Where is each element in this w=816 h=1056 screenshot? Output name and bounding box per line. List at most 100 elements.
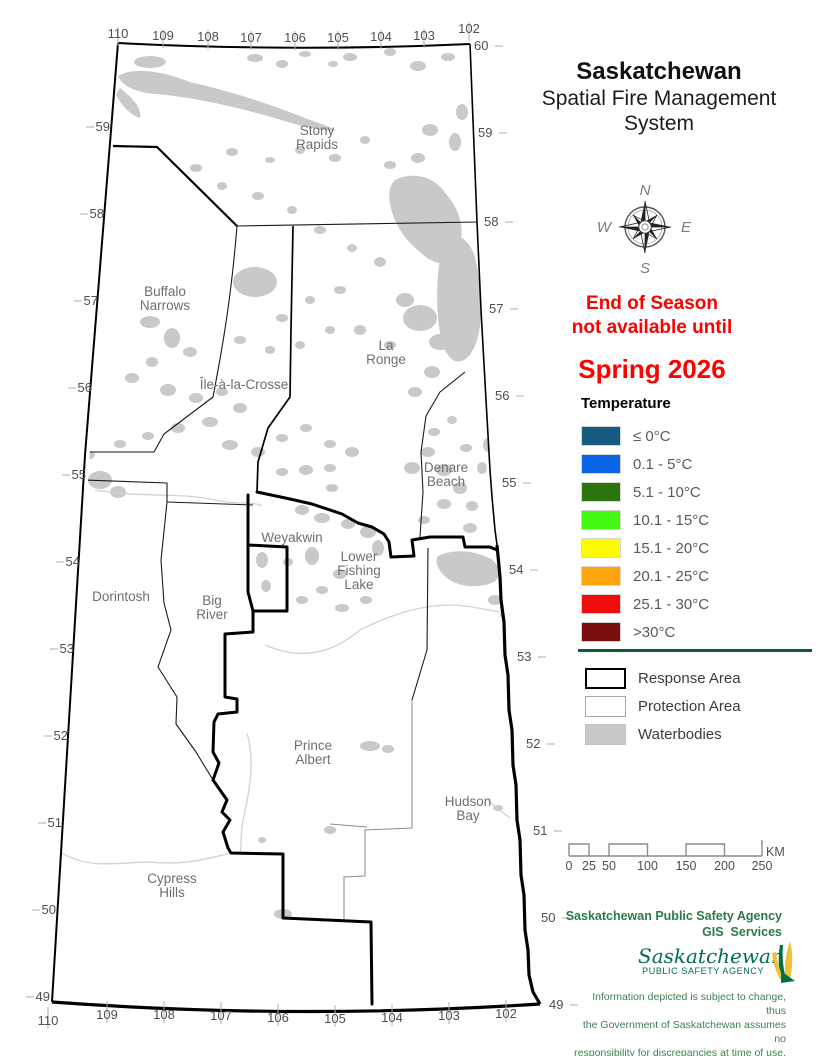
response-swatch [585,667,626,689]
graticule-label: 107 [210,1008,232,1023]
graticule-label: 108 [197,29,219,44]
lake-shape [134,56,166,68]
agency-credit: Saskatchewan Public Safety Agency GIS Se… [560,908,782,940]
lake-shape [354,325,366,335]
lake-shape [189,393,203,403]
lake-shape [140,316,160,328]
temperature-legend-title: Temperature [581,395,671,412]
lake-shape [314,226,326,234]
disclaimer-line1: Information depicted is subject to chang… [592,991,786,1017]
graticule-label: 54 [66,554,80,569]
graticule-label: 109 [152,28,174,43]
lake-shape [329,154,341,162]
temperature-legend-item: 5.1 - 10°C [581,478,811,506]
district-boundaries [112,144,294,493]
lake-shape [276,468,288,476]
compass-east-label: E [681,219,692,236]
graticule-label: 105 [324,1011,346,1026]
scale-tick-label: 250 [752,859,773,873]
graticule-label: 103 [438,1008,460,1023]
graticule-label: 53 [60,641,74,656]
lake-shape [436,551,500,587]
place-label: Île-à-la-Crosse [199,377,289,392]
scale-unit-label: KM [766,845,785,859]
lake-shape [251,447,265,457]
season-notice: End of Season not available until Spring… [540,292,764,384]
lake-shape [360,136,370,144]
lake-shape [488,595,502,605]
lake-shape [295,505,309,515]
graticule-label: 106 [284,30,306,45]
lake-shape [360,526,376,538]
scale-tick-label: 50 [602,859,616,873]
area-legend-item: Waterbodies [585,720,811,748]
compass-south-label: S [640,260,650,273]
graticule-label: 105 [327,30,349,45]
lake-shape [171,423,185,433]
lake-shape [410,61,426,71]
graticule-label: 104 [381,1010,403,1025]
graticule-label: 51 [48,815,62,830]
season-notice-date: Spring 2026 [578,354,726,384]
lake-shape [404,462,420,474]
lake-shape [418,516,430,524]
area-legend-item: Protection Area [585,692,811,720]
temperature-range-label: 25.1 - 30°C [633,595,710,613]
place-label: Hills [159,885,185,900]
scale-tick-label: 0 [566,859,573,873]
temperature-legend: Temperature ≤ 0°C 0.1 - 5°C 5.1 - 10°C 10.1… [581,395,811,646]
lake-shape [305,547,319,565]
place-label: Big [202,593,222,608]
lake-shape [466,501,478,511]
lake-shape [325,326,335,334]
temperature-range-label: 10.1 - 15°C [633,511,710,529]
graticule-label: 107 [240,30,262,45]
temperature-legend-item: >30°C [581,618,811,646]
waterbody-swatch [585,723,626,745]
lake-shape [190,164,202,172]
place-label: Fishing [337,563,381,578]
lake-shape [326,484,338,492]
lake-shape [422,124,438,136]
lake-shape [334,286,346,294]
place-label: La [378,338,394,353]
lake-shape [226,148,238,156]
lake-shape [276,60,288,68]
map-title-sub1: Spatial Fire Management [541,87,777,110]
temperature-color-swatch [581,482,621,502]
lake-shape [403,305,437,331]
place-label: Beach [427,474,465,489]
temperature-legend-item: 15.1 - 20°C [581,534,811,562]
province-fill [52,43,540,1012]
graticule-label: 106 [267,1010,289,1025]
lake-shape [424,366,440,378]
temperature-color-swatch [581,426,621,446]
lake-shape [295,341,305,349]
graticule-label: 55 [502,475,516,490]
temperature-legend-item: 20.1 - 25°C [581,562,811,590]
lake-shape [389,175,462,263]
legend-divider [578,649,812,652]
lake-shape [384,341,396,349]
lake-shape [252,192,264,200]
lake-shape [384,48,396,56]
graticule-label: 51 [533,823,547,838]
place-label: Lake [344,577,373,592]
lake-shape [316,586,328,594]
graticule-label: 110 [38,1013,59,1028]
lake-shape [341,519,355,529]
temperature-range-label: 15.1 - 20°C [633,539,710,557]
disclaimer-line3: responsibility for discrepancies at time… [574,1047,786,1056]
graticule-label: 50 [42,902,56,917]
graticule-label: 102 [495,1006,517,1021]
lake-shape [276,314,288,322]
temperature-legend-item: 25.1 - 30°C [581,590,811,618]
lake-shape [382,745,394,753]
lake-shape [160,384,176,396]
lake-shape [463,523,477,533]
graticule-label: 103 [413,28,435,43]
temperature-color-swatch [581,566,621,586]
lake-shape [276,434,288,442]
graticule-label: 57 [84,293,98,308]
